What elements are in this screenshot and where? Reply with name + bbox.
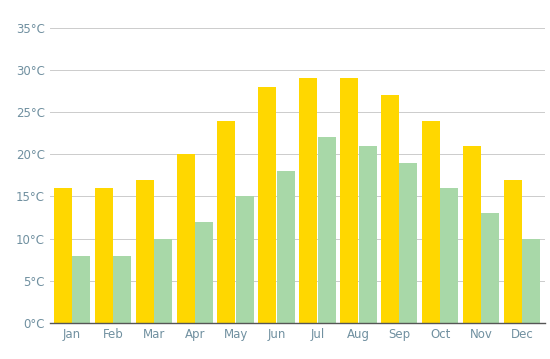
Bar	[195, 222, 213, 323]
Bar	[481, 213, 499, 323]
Bar	[217, 121, 235, 323]
Bar	[95, 188, 113, 323]
Bar	[113, 256, 131, 323]
Bar	[359, 146, 377, 323]
Bar	[72, 256, 90, 323]
Bar	[399, 163, 417, 323]
Bar	[154, 239, 172, 323]
Bar	[277, 171, 295, 323]
Bar	[381, 95, 399, 323]
Bar	[522, 239, 540, 323]
Bar	[441, 188, 458, 323]
Bar	[340, 78, 358, 323]
Bar	[258, 87, 276, 323]
Bar	[463, 146, 481, 323]
Bar	[299, 78, 317, 323]
Bar	[54, 188, 72, 323]
Bar	[177, 154, 195, 323]
Bar	[422, 121, 440, 323]
Bar	[504, 180, 522, 323]
Bar	[136, 180, 153, 323]
Bar	[236, 196, 254, 323]
Bar	[318, 137, 336, 323]
